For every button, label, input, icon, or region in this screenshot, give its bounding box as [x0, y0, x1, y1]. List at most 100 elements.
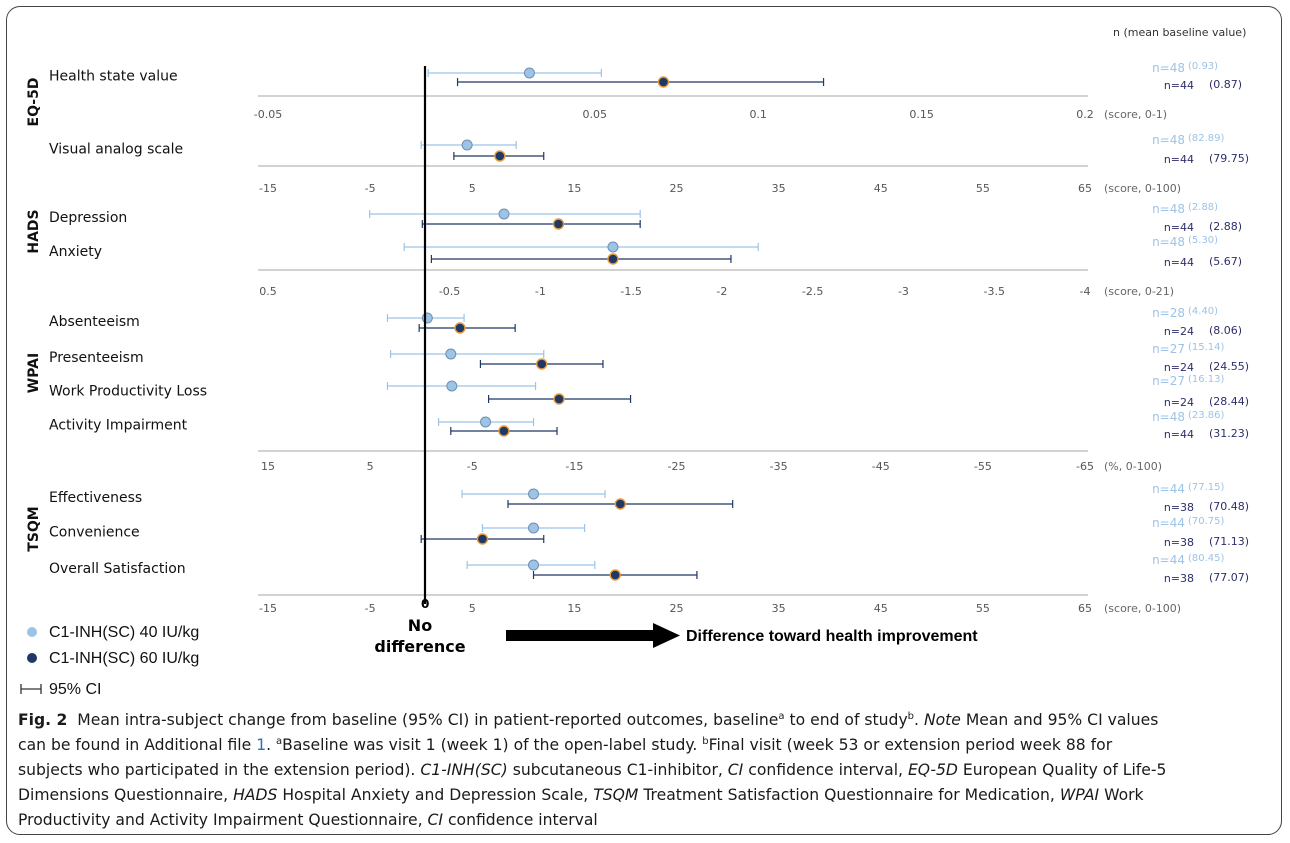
n-label-40: n=48 — [1152, 235, 1185, 249]
axes-layer: -0.05 0.05 0.1 0.15 0.2 (score, 0-1) EQ-5D Heal… — [26, 61, 1249, 615]
caption-italic: Note — [923, 711, 961, 729]
axis-tick-label: -2 — [716, 285, 727, 298]
axis-tick-label: 35 — [772, 182, 786, 195]
mean-point-60 — [476, 533, 489, 545]
outcome-label: Effectiveness — [49, 490, 142, 506]
n-label-60: n=44 — [1164, 79, 1194, 92]
axis-unit-label: (score, 0-1) — [1104, 108, 1167, 121]
mean-point-40 — [498, 208, 510, 220]
caption-text: Mean intra-subject change from baseline … — [77, 711, 779, 729]
axis-tick-label: 0.1 — [749, 108, 767, 121]
axis-tick-label: -45 — [872, 460, 890, 473]
figure-number: Fig. 2 — [18, 711, 68, 729]
axis-tick-label: 55 — [976, 602, 990, 615]
outcome-label: Convenience — [49, 525, 140, 541]
legend-label-60: C1-INH(SC) 60 IU/kg — [49, 650, 199, 667]
caption-text: Dimensions Questionnaire, — [18, 786, 234, 804]
axis-tick-label: -1.5 — [620, 285, 641, 298]
baseline-label-40: (15.14) — [1188, 342, 1225, 353]
caption-italic: HADS — [233, 786, 278, 804]
mean-point-40 — [528, 488, 540, 500]
baseline-label-40: (82.89) — [1188, 133, 1225, 144]
outcome-label: Depression — [49, 210, 127, 226]
group-title: TSQM — [26, 506, 42, 551]
group-title: WPAI — [26, 353, 42, 393]
outcome-label: Anxiety — [49, 244, 102, 260]
axis-tick-label: -15 — [565, 460, 583, 473]
mean-point-40 — [480, 416, 492, 428]
axis-tick-label: 45 — [874, 182, 888, 195]
axis-tick-label: -3.5 — [983, 285, 1004, 298]
axis-tick-label: 35 — [772, 602, 786, 615]
caption-italic: TSQM — [593, 786, 639, 804]
n-label-40: n=27 — [1152, 374, 1185, 388]
baseline-label-40: (80.45) — [1188, 553, 1225, 564]
axis-tick-label: -5 — [467, 460, 478, 473]
n-label-40: n=44 — [1152, 482, 1185, 496]
caption-text: Baseline was visit 1 (week 1) of the ope… — [282, 736, 703, 754]
baseline-label-40: (23.86) — [1188, 410, 1225, 421]
caption-sup: a — [276, 735, 283, 747]
axis-tick-label: -35 — [770, 460, 788, 473]
axis-tick-label: 0.05 — [583, 108, 608, 121]
axis-tick-label: 45 — [874, 602, 888, 615]
axis-tick-label: -0.05 — [254, 108, 282, 121]
n-header: n (mean baseline value) — [1113, 26, 1246, 39]
baseline-label-40: (4.40) — [1188, 306, 1218, 317]
caption-text: Treatment Satisfaction Questionnaire for… — [638, 786, 1060, 804]
caption-text: . — [914, 711, 924, 729]
caption-text: European Quality of Life-5 — [957, 761, 1167, 779]
mean-point-60 — [498, 425, 510, 437]
n-label-40: n=48 — [1152, 202, 1185, 216]
caption-text: to end of study — [784, 711, 908, 729]
legend: C1-INH(SC) 40 IU/kg C1-INH(SC) 60 IU/kg … — [20, 624, 199, 698]
axis-unit-label: (%, 0-100) — [1104, 460, 1162, 473]
axis-tick-label: 65 — [1078, 182, 1092, 195]
n-label-60: n=24 — [1164, 396, 1194, 409]
mean-point-40 — [523, 67, 535, 79]
caption-text: can be found in Additional file — [18, 736, 257, 754]
caption-text: Mean and 95% CI values — [960, 711, 1159, 729]
caption-text: confidence interval, — [743, 761, 908, 779]
axis-tick-label: 15 — [567, 602, 581, 615]
n-label-60: n=44 — [1164, 153, 1194, 166]
baseline-label-40: (0.93) — [1188, 61, 1218, 72]
n-label-40: n=48 — [1152, 410, 1185, 424]
axis-tick-label: 0.15 — [909, 108, 934, 121]
baseline-label-60: (77.07) — [1209, 571, 1249, 584]
figure-frame — [6, 6, 1282, 835]
caption-text: subjects who participated in the extensi… — [18, 761, 421, 779]
legend-marker-60 — [27, 653, 37, 663]
axis-tick-label: 25 — [670, 602, 684, 615]
axis-tick-label: -15 — [259, 182, 277, 195]
baseline-label-60: (71.13) — [1209, 535, 1249, 548]
axis-tick-label: 5 — [469, 182, 476, 195]
legend-label-40: C1-INH(SC) 40 IU/kg — [49, 624, 199, 641]
mean-point-40 — [446, 380, 458, 392]
mean-point-60 — [494, 150, 506, 162]
outcome-label: Visual analog scale — [49, 142, 183, 158]
n-label-40: n=44 — [1152, 516, 1185, 530]
axis-tick-label: -65 — [1076, 460, 1094, 473]
mean-point-40 — [421, 312, 433, 324]
outcome-label: Work Productivity Loss — [49, 384, 207, 400]
axis-tick-label: 5 — [469, 602, 476, 615]
n-label-60: n=44 — [1164, 221, 1194, 234]
outcome-label: Presenteeism — [49, 350, 144, 366]
caption-italic: CI — [427, 811, 444, 829]
baseline-label-40: (70.75) — [1188, 516, 1225, 527]
axis-tick-label: -2.5 — [802, 285, 823, 298]
baseline-label-60: (79.75) — [1209, 152, 1249, 165]
axis-tick-label: -3 — [898, 285, 909, 298]
caption-italic: WPAI — [1059, 786, 1100, 804]
additional-file-link[interactable]: 1 — [256, 736, 267, 754]
axis-tick-label: -25 — [668, 460, 686, 473]
mean-point-40 — [607, 241, 619, 253]
baseline-label-60: (5.67) — [1209, 255, 1242, 268]
baseline-label-60: (24.55) — [1209, 360, 1249, 373]
mean-point-60 — [657, 76, 670, 88]
mean-point-40 — [528, 522, 540, 534]
axis-tick-label: 5 — [367, 460, 374, 473]
axis-tick-label: 65 — [1078, 602, 1092, 615]
axis-unit-label: (score, 0-100) — [1104, 602, 1181, 615]
